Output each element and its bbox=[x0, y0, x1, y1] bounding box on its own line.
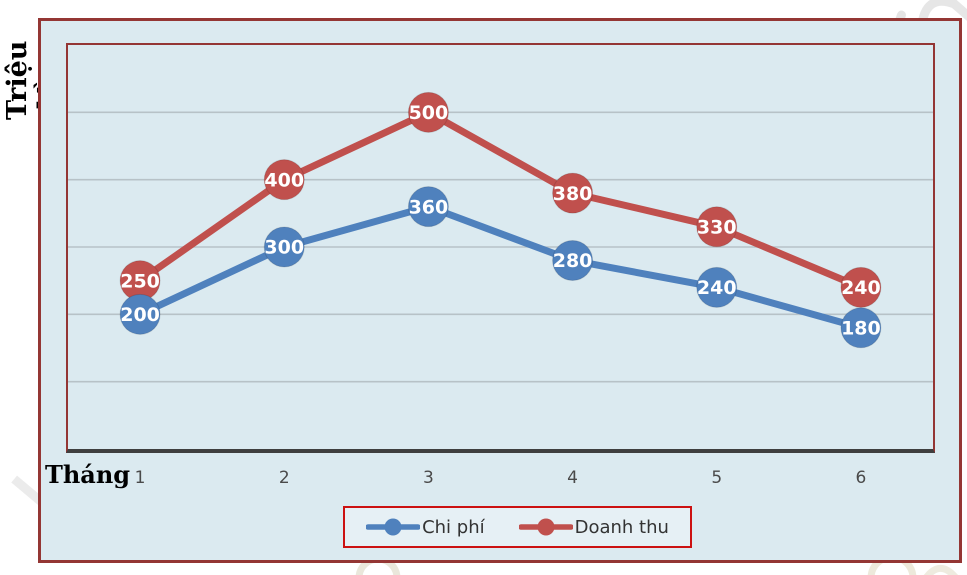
x-axis-title: Tháng bbox=[45, 460, 131, 489]
x-tick-label-3: 3 bbox=[422, 468, 434, 488]
data-point-label: 500 bbox=[409, 102, 449, 124]
legend: Chi phí Doanh thu bbox=[343, 506, 692, 548]
series-line-0 bbox=[136, 203, 865, 332]
data-point-marker bbox=[263, 159, 305, 201]
series-line-1 bbox=[136, 108, 865, 291]
data-point-label: 240 bbox=[697, 277, 737, 299]
data-point-label: 280 bbox=[553, 250, 593, 272]
data-point-label: 240 bbox=[841, 277, 881, 299]
legend-swatch-icon bbox=[366, 518, 421, 536]
plot-svg: 250 400 500 380 330 240 200 300 360 280 240 180 bbox=[68, 91, 933, 383]
data-point-marker bbox=[407, 186, 449, 228]
data-point-marker bbox=[119, 293, 161, 335]
data-point-marker bbox=[552, 239, 594, 281]
legend-label: Doanh thu bbox=[574, 516, 669, 538]
x-tick-label-5: 5 bbox=[711, 468, 723, 488]
data-point-label: 300 bbox=[264, 237, 304, 259]
legend-swatch-icon bbox=[518, 518, 573, 536]
x-tick-label-4: 4 bbox=[567, 468, 578, 488]
data-point-marker bbox=[263, 226, 305, 268]
x-tick-label-2: 2 bbox=[278, 468, 290, 488]
legend-item-0: Chi phí bbox=[366, 517, 485, 538]
data-point-label: 360 bbox=[409, 196, 449, 218]
data-point-label: 400 bbox=[264, 169, 304, 191]
data-point-label: 200 bbox=[120, 304, 160, 326]
data-point-marker bbox=[696, 206, 738, 248]
data-point-marker bbox=[552, 172, 594, 214]
data-point-marker bbox=[407, 91, 449, 133]
data-point-marker bbox=[840, 307, 882, 349]
legend-label: Chi phí bbox=[422, 516, 485, 538]
legend-swatch-marker bbox=[537, 518, 555, 536]
data-point-label: 330 bbox=[697, 216, 737, 238]
data-point-label: 250 bbox=[120, 270, 160, 292]
x-tick-label-6: 6 bbox=[855, 468, 867, 488]
x-tick-label-1: 1 bbox=[134, 468, 146, 488]
data-point-marker bbox=[696, 266, 738, 308]
y-axis-title: Triệu đồng bbox=[2, 40, 64, 120]
legend-item-1: Doanh thu bbox=[518, 516, 669, 538]
data-point-label: 380 bbox=[553, 183, 593, 205]
legend-swatch-marker bbox=[384, 518, 402, 536]
plot-area: 250 400 500 380 330 240 200 300 360 280 240 180 bbox=[66, 43, 935, 453]
data-point-label: 180 bbox=[841, 317, 881, 339]
data-point-marker bbox=[840, 266, 882, 308]
